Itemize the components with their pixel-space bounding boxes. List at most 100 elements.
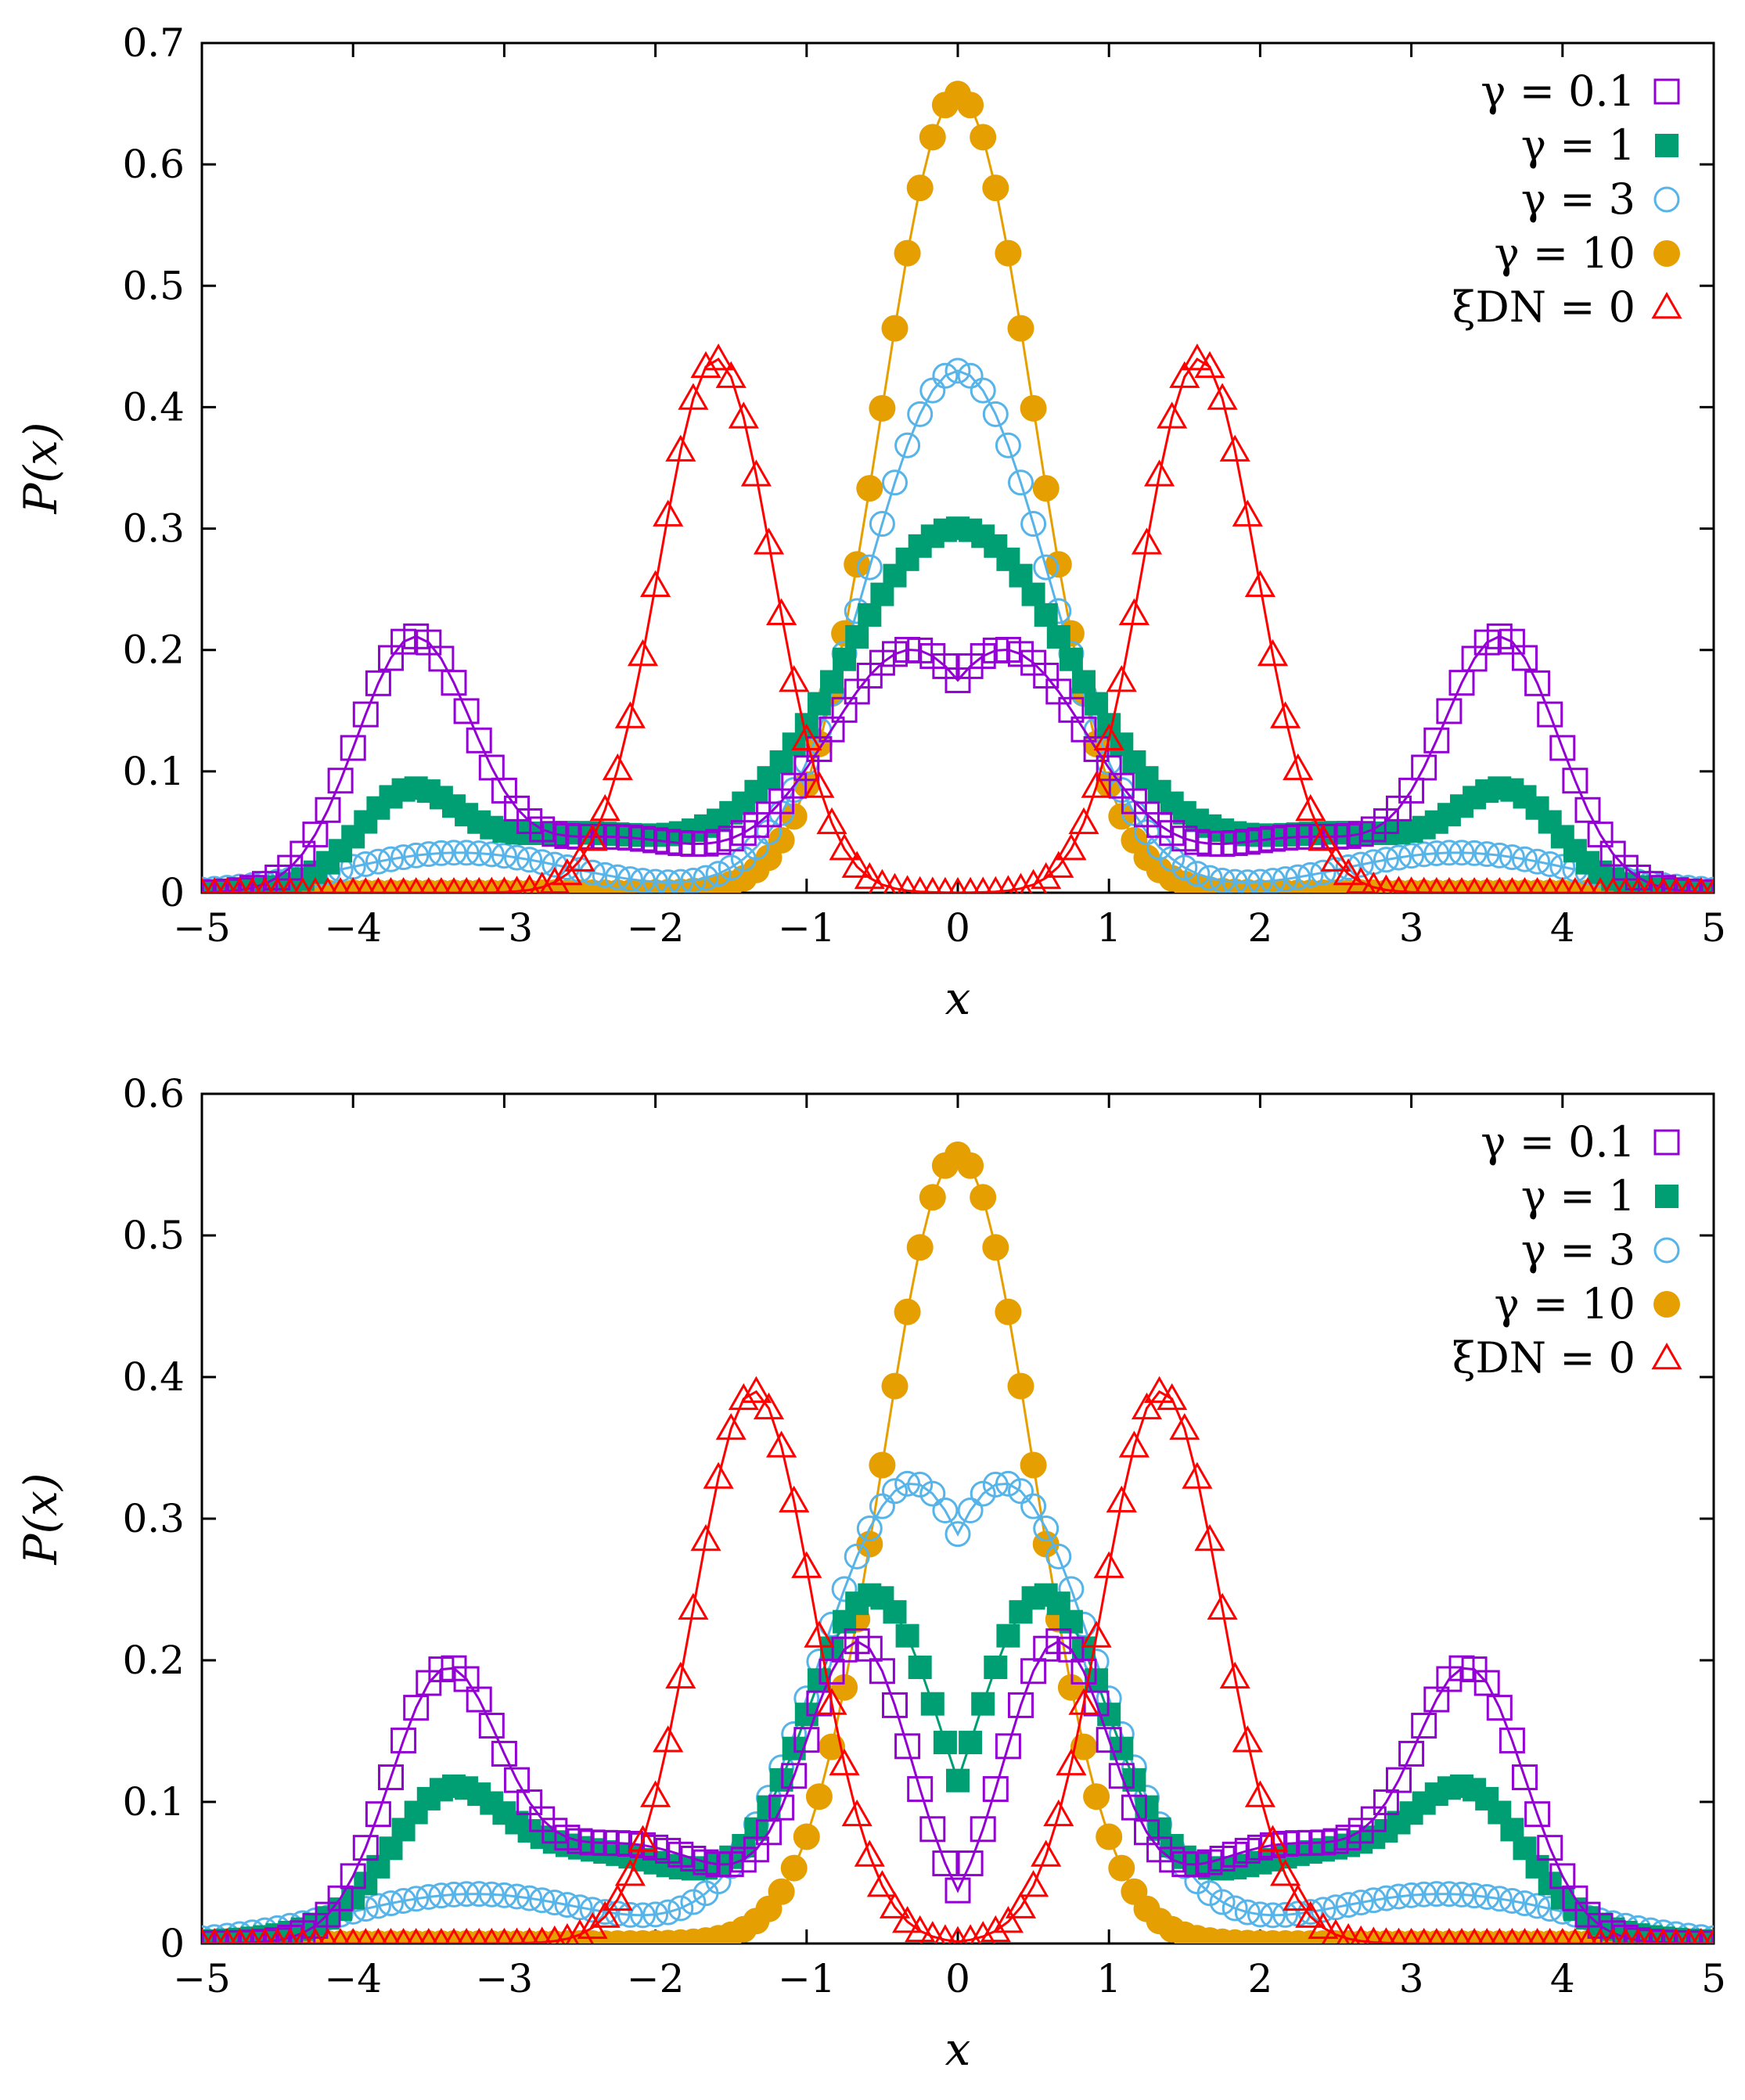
data-point — [1083, 1783, 1110, 1811]
y-tick-label: 0.3 — [122, 506, 185, 552]
series-line — [202, 635, 1714, 893]
legend-marker — [1651, 291, 1682, 319]
data-point — [1335, 1892, 1362, 1918]
data-point — [589, 793, 621, 822]
data-point — [1182, 343, 1213, 371]
data-point — [1222, 1895, 1248, 1922]
data-point — [1347, 851, 1374, 878]
data-point — [1008, 469, 1034, 496]
data-point — [1285, 864, 1311, 890]
data-point — [1031, 1839, 1062, 1867]
data-point — [453, 1881, 480, 1908]
y-tick-label: 0.7 — [122, 20, 185, 66]
data-point — [1093, 1551, 1124, 1578]
data-point — [1297, 861, 1324, 888]
legend-label: γ = 3 — [1521, 174, 1635, 224]
data-point — [1423, 840, 1450, 867]
data-point — [858, 603, 882, 627]
data-point — [944, 358, 971, 384]
data-point — [1008, 1478, 1034, 1505]
data-point — [882, 1478, 908, 1505]
data-point — [957, 1850, 984, 1877]
data-point — [816, 807, 847, 835]
data-point — [895, 1624, 919, 1648]
data-point — [491, 1882, 517, 1908]
data-point — [946, 1768, 970, 1793]
y-tick-label: 0.6 — [122, 142, 185, 187]
data-point — [1448, 1881, 1475, 1908]
data-point — [554, 854, 581, 881]
data-point — [642, 868, 669, 893]
x-axis-label: x — [945, 972, 971, 1025]
data-point — [1562, 768, 1588, 794]
data-point — [1512, 1890, 1538, 1917]
data-point — [869, 1658, 895, 1685]
y-tick-label: 0.1 — [122, 749, 185, 794]
legend-marker — [1655, 134, 1678, 157]
data-point — [602, 753, 633, 781]
data-point — [653, 499, 684, 527]
data-point — [441, 670, 467, 696]
data-point — [1346, 866, 1376, 893]
data-point — [403, 1695, 430, 1721]
legend-marker — [1653, 186, 1680, 213]
data-point — [1108, 1763, 1135, 1789]
data-point — [768, 1878, 795, 1905]
data-point — [667, 1895, 694, 1922]
data-point — [1207, 1592, 1238, 1620]
data-point — [982, 1472, 1009, 1498]
data-point — [352, 701, 379, 728]
data-point — [869, 394, 896, 422]
series-0 — [202, 1628, 1714, 1944]
data-point — [1157, 401, 1188, 429]
data-point — [655, 869, 682, 893]
data-point — [1473, 1670, 1500, 1696]
data-point — [1196, 1880, 1223, 1907]
x-tick-label: 4 — [1550, 1956, 1575, 2001]
data-point — [854, 861, 885, 890]
data-point — [378, 846, 404, 872]
legend-label: γ = 0.1 — [1481, 1117, 1635, 1167]
data-point — [1070, 1658, 1097, 1685]
data-point — [998, 875, 1019, 893]
data-point — [906, 174, 934, 202]
data-point — [869, 511, 895, 538]
x-tick-label: 2 — [1247, 905, 1272, 951]
y-tick-label: 0 — [160, 870, 185, 915]
data-point — [340, 735, 366, 761]
data-point — [428, 1882, 455, 1909]
data-point — [630, 868, 656, 893]
data-point — [1335, 854, 1362, 881]
y-tick-label: 0.2 — [122, 1638, 185, 1683]
data-point — [1096, 1727, 1122, 1753]
data-point — [1411, 1713, 1437, 1739]
legend-marker — [1653, 1237, 1680, 1264]
x-tick-label: 1 — [1096, 905, 1121, 951]
data-point — [1234, 1899, 1261, 1926]
data-point — [907, 1776, 934, 1803]
data-point — [1411, 1881, 1437, 1908]
data-point — [1072, 670, 1096, 694]
data-point — [703, 343, 734, 371]
x-tick-label: 5 — [1701, 1956, 1726, 2001]
data-point — [1524, 848, 1551, 875]
data-point — [564, 844, 595, 872]
data-point — [982, 1234, 1009, 1261]
data-point — [841, 850, 872, 878]
y-tick-label: 0 — [160, 1921, 185, 1966]
data-point — [894, 432, 921, 458]
data-point — [1549, 735, 1576, 761]
data-point — [1297, 1899, 1324, 1926]
x-tick-label: −5 — [173, 1956, 231, 2001]
data-point — [1308, 824, 1339, 851]
data-point — [905, 1915, 936, 1943]
data-point — [753, 1392, 785, 1420]
data-point — [617, 1901, 643, 1928]
data-point — [340, 1863, 366, 1890]
data-point — [1423, 727, 1450, 753]
data-point — [984, 1655, 1008, 1679]
data-point — [1704, 1927, 1714, 1944]
legend-label: γ = 1 — [1521, 120, 1635, 170]
data-point — [1295, 1900, 1326, 1928]
data-area — [202, 1141, 1714, 1944]
